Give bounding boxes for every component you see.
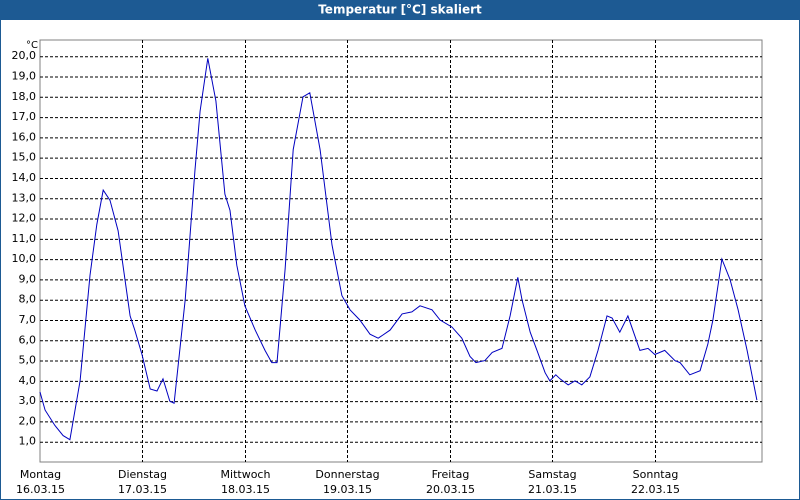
y-tick-label: 18,0 bbox=[12, 90, 37, 103]
y-tick-label: 4,0 bbox=[19, 374, 37, 387]
x-tick-date: 22.03.15 bbox=[631, 483, 680, 496]
x-tick-label: Samstag bbox=[528, 468, 576, 481]
y-tick-label: 19,0 bbox=[12, 70, 37, 83]
y-tick-label: 10,0 bbox=[12, 252, 37, 265]
y-tick-label: 20,0 bbox=[12, 49, 37, 62]
plot-frame bbox=[39, 39, 763, 463]
y-tick-label: 2,0 bbox=[19, 414, 37, 427]
x-tick-date: 17.03.15 bbox=[118, 483, 167, 496]
x-tick-date: 20.03.15 bbox=[426, 483, 475, 496]
y-tick-label: 9,0 bbox=[19, 272, 37, 285]
x-tick-label: Mittwoch bbox=[221, 468, 271, 481]
y-tick-label: 14,0 bbox=[12, 171, 37, 184]
y-tick-label: 11,0 bbox=[12, 232, 37, 245]
x-tick-label: Sonntag bbox=[633, 468, 679, 481]
x-tick-date: 16.03.15 bbox=[16, 483, 65, 496]
y-tick-label: 5,0 bbox=[19, 354, 37, 367]
x-tick-date: 21.03.15 bbox=[528, 483, 577, 496]
y-tick-label: 8,0 bbox=[19, 293, 37, 306]
y-tick-label: 17,0 bbox=[12, 110, 37, 123]
y-tick-label: 7,0 bbox=[19, 313, 37, 326]
y-tick-label: 15,0 bbox=[12, 151, 37, 164]
y-tick-label: 1,0 bbox=[19, 435, 37, 448]
x-tick-label: Dienstag bbox=[118, 468, 167, 481]
y-tick-label: 13,0 bbox=[12, 191, 37, 204]
unit-label: °C bbox=[26, 40, 38, 51]
temperature-line bbox=[39, 58, 758, 441]
x-tick-label: Freitag bbox=[432, 468, 470, 481]
x-tick-date: 18.03.15 bbox=[221, 483, 270, 496]
y-tick-label: 3,0 bbox=[19, 394, 37, 407]
x-tick-date: 19.03.15 bbox=[323, 483, 372, 496]
y-tick-label: 12,0 bbox=[12, 212, 37, 225]
x-tick-label: Donnerstag bbox=[315, 468, 379, 481]
x-tick-label: Montag bbox=[20, 468, 61, 481]
title-bar bbox=[0, 0, 800, 20]
y-tick-label: 6,0 bbox=[19, 333, 37, 346]
chart-title: Temperatur [°C] skaliert bbox=[318, 3, 482, 17]
y-tick-label: 16,0 bbox=[12, 130, 37, 143]
